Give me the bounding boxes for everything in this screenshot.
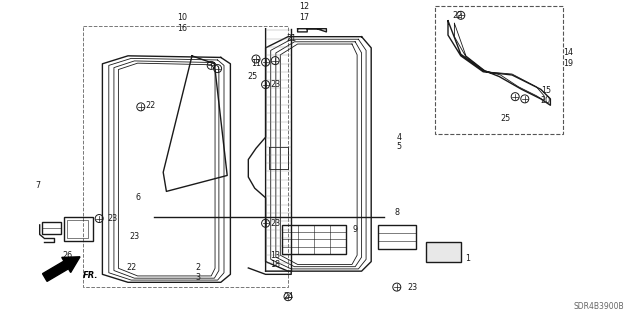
Text: 1: 1 bbox=[465, 254, 470, 263]
Text: 16: 16 bbox=[177, 24, 188, 33]
Bar bbox=[64, 217, 93, 241]
Bar bbox=[435, 6, 563, 134]
Text: 17: 17 bbox=[299, 13, 309, 22]
Text: 23: 23 bbox=[408, 283, 418, 292]
Text: 23: 23 bbox=[129, 232, 140, 241]
Text: 25: 25 bbox=[500, 114, 511, 122]
Text: 6: 6 bbox=[135, 193, 140, 202]
Text: 9: 9 bbox=[353, 225, 358, 234]
Text: 22: 22 bbox=[452, 11, 463, 20]
Text: 23: 23 bbox=[270, 219, 280, 228]
Text: 24: 24 bbox=[283, 292, 293, 301]
Bar bbox=[83, 26, 288, 287]
Text: 19: 19 bbox=[563, 59, 573, 68]
Text: SDR4B3900B: SDR4B3900B bbox=[573, 302, 624, 311]
Text: 3: 3 bbox=[196, 273, 201, 282]
Text: 20: 20 bbox=[541, 96, 551, 105]
Text: 11: 11 bbox=[251, 59, 261, 68]
Text: 14: 14 bbox=[563, 48, 573, 57]
Text: 12: 12 bbox=[299, 2, 309, 11]
Text: 4: 4 bbox=[397, 133, 402, 142]
Text: 5: 5 bbox=[397, 142, 402, 151]
Text: 10: 10 bbox=[177, 13, 188, 22]
Text: 15: 15 bbox=[541, 86, 551, 95]
Text: 21: 21 bbox=[286, 34, 296, 43]
Text: 22: 22 bbox=[126, 263, 136, 272]
Bar bbox=[67, 220, 88, 238]
Bar bbox=[42, 222, 61, 234]
Text: 25: 25 bbox=[248, 72, 258, 81]
Text: 8: 8 bbox=[394, 208, 399, 217]
Text: 13: 13 bbox=[270, 251, 280, 260]
Text: 7: 7 bbox=[36, 181, 41, 189]
Text: 2: 2 bbox=[196, 263, 201, 272]
Text: 18: 18 bbox=[270, 260, 280, 269]
Bar bbox=[378, 225, 416, 249]
Bar bbox=[282, 225, 346, 254]
FancyArrow shape bbox=[42, 257, 80, 281]
Bar bbox=[426, 242, 461, 262]
Text: 23: 23 bbox=[107, 214, 117, 223]
Text: 23: 23 bbox=[270, 80, 280, 89]
Text: 26: 26 bbox=[62, 251, 72, 260]
Text: 22: 22 bbox=[145, 101, 156, 110]
Text: FR.: FR. bbox=[83, 271, 99, 280]
